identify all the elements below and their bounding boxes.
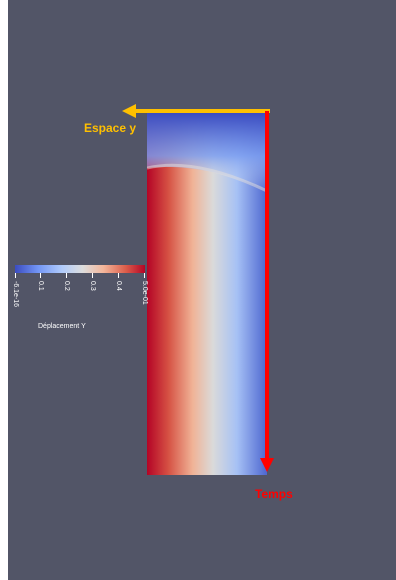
colorbar-tick [40,273,41,278]
field-front-region [147,113,267,191]
field-front-edge [147,163,267,193]
time-axis-label: Temps [255,487,293,501]
colorbar-tick-label: 0.1 [37,281,44,291]
colorbar-tick [144,273,145,278]
colorbar-tick-label: -6.1e-16 [12,281,19,308]
colorbar-gradient [15,265,145,273]
colorbar-tick [92,273,93,278]
colorbar-tick-label: 0.2 [63,281,70,291]
colorbar-tick [15,273,16,278]
displacement-field-plot [147,113,267,475]
colorbar-tick [118,273,119,278]
colorbar-tick-label: 0.4 [115,281,122,291]
colorbar-title: Déplacement Y [38,323,86,330]
colorbar-tick-label: 0.3 [89,281,96,291]
colorbar-tick [66,273,67,278]
space-axis-label: Espace y [84,121,137,135]
arrow-left-icon [122,104,270,118]
arrow-down-icon [260,111,274,472]
colorbar-tick-label: 5.0e-01 [141,281,148,305]
